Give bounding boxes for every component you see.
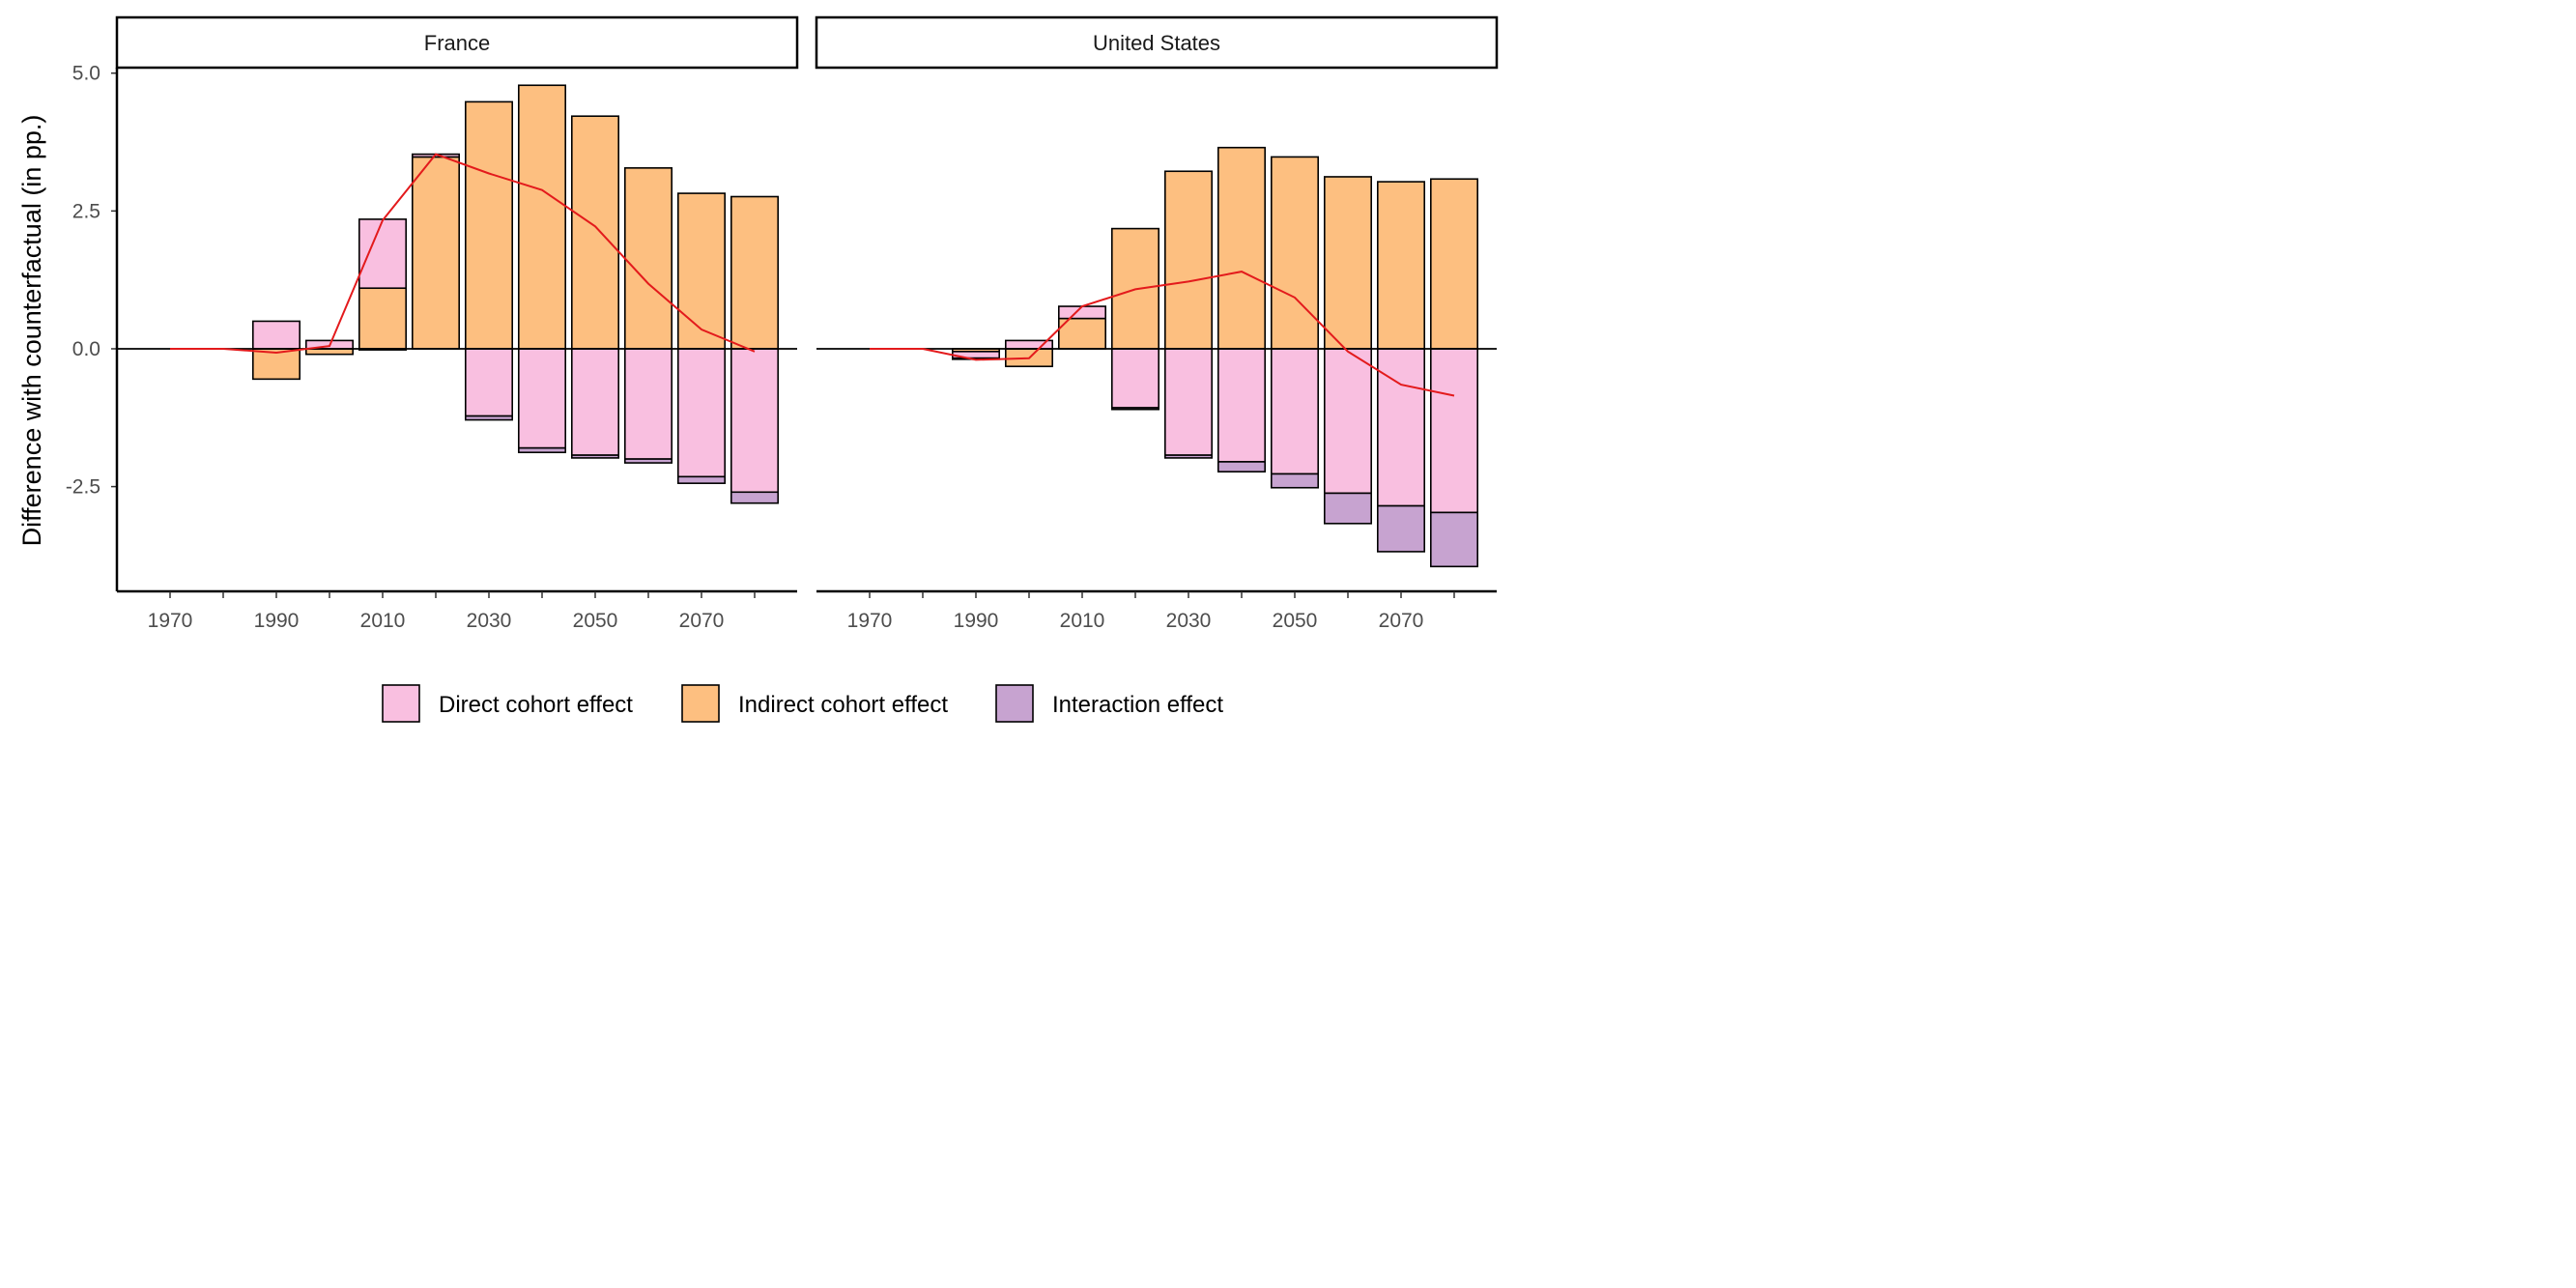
- x-tick-label: 2030: [467, 610, 512, 632]
- bar-interaction-2070: [1377, 504, 1426, 553]
- bar-indirect-2040: [1217, 146, 1267, 350]
- bar-indirect-2070: [1377, 181, 1426, 350]
- x-tick-label: 2070: [1379, 610, 1424, 632]
- bar-indirect-2030: [1164, 170, 1214, 350]
- strip-label-united-states: United States: [1093, 31, 1220, 55]
- bar-interaction-2060: [623, 458, 673, 464]
- bar-indirect-2060: [623, 167, 673, 350]
- bar-interaction-2080: [1430, 511, 1479, 568]
- bar-interaction-2080: [730, 491, 779, 504]
- bar-direct-2080: [1430, 348, 1479, 514]
- legend-swatch-interaction: [995, 684, 1034, 723]
- bar-direct-2070: [1377, 348, 1426, 507]
- bar-indirect-2050: [1271, 156, 1320, 350]
- legend-swatch-indirect: [681, 684, 720, 723]
- bar-direct-1990: [251, 320, 301, 350]
- x-tick-label: 2070: [679, 610, 725, 632]
- bar-direct-2020: [1111, 348, 1160, 409]
- bar-indirect-2040: [517, 84, 566, 350]
- legend-label-direct: Direct cohort effect: [439, 692, 633, 718]
- x-tick-label: 1990: [254, 610, 300, 632]
- y-tick-label: 5.0: [72, 63, 100, 85]
- bar-interaction-2060: [1324, 492, 1373, 525]
- x-tick-label: 1970: [148, 610, 193, 632]
- x-tick-label: 2010: [1060, 610, 1105, 632]
- bar-indirect-2080: [1430, 178, 1479, 350]
- bar-direct-2060: [623, 348, 673, 460]
- bar-direct-2060: [1324, 348, 1373, 495]
- bar-direct-2080: [730, 348, 779, 494]
- y-tick-label: 0.0: [72, 338, 100, 360]
- x-tick-label: 1970: [847, 610, 893, 632]
- bar-interaction-2070: [676, 475, 726, 484]
- legend-label-indirect: Indirect cohort effect: [738, 692, 948, 718]
- x-tick-label: 2030: [1166, 610, 1212, 632]
- y-axis-label: Difference with counterfactual (in pp.): [17, 115, 46, 547]
- net-effect-line: [870, 271, 1455, 397]
- bar-interaction-2040: [517, 446, 566, 454]
- bar-direct-2030: [464, 348, 513, 417]
- panel-france: France 1970 1990 2010 2030 2050 2070: [115, 15, 799, 632]
- bar-direct-2050: [1271, 348, 1320, 475]
- bar-direct-2040: [517, 348, 566, 449]
- strip-box-united-states: [815, 15, 1499, 70]
- y-axis: 5.0 2.5 0.0 -2.5: [66, 63, 117, 499]
- bar-direct-2010: [358, 218, 407, 290]
- strip-label-france: France: [424, 31, 490, 55]
- y-tick-label: 2.5: [72, 200, 100, 222]
- bar-indirect-2050: [570, 115, 619, 350]
- bar-indirect-2030: [464, 100, 513, 350]
- bar-direct-2050: [570, 348, 619, 456]
- bar-indirect-2060: [1324, 176, 1373, 350]
- x-tick-label: 1990: [954, 610, 999, 632]
- bar-indirect-2010: [1058, 317, 1107, 350]
- panel-united-states: United States 1970 1990 2010 2030 2050 2070: [815, 15, 1499, 632]
- x-tick-label: 2050: [1273, 610, 1318, 632]
- bar-indirect-2070: [676, 192, 726, 350]
- x-tick-label: 2010: [360, 610, 406, 632]
- bar-direct-2010: [1058, 305, 1107, 320]
- bar-interaction-2030: [464, 415, 513, 421]
- bar-interaction-2050: [1271, 472, 1320, 489]
- bar-direct-2030: [1164, 348, 1214, 456]
- x-tick-label: 2050: [573, 610, 618, 632]
- legend-label-interaction: Interaction effect: [1052, 692, 1223, 718]
- bar-direct-2040: [1217, 348, 1267, 463]
- bar-direct-2070: [676, 348, 726, 478]
- bar-indirect-1990: [251, 348, 301, 381]
- bar-interaction-2030: [1164, 454, 1214, 459]
- bar-interaction-2040: [1217, 461, 1267, 472]
- net-effect-line: [170, 153, 756, 355]
- strip-box-france: [115, 15, 799, 70]
- legend: Direct cohort effect Indirect cohort effe…: [382, 684, 1223, 723]
- bar-indirect-2010: [358, 287, 407, 350]
- bar-interaction-2020: [1111, 407, 1160, 411]
- bar-interaction-2050: [570, 454, 619, 459]
- chart: Difference with counterfactual (in pp.) …: [0, 0, 1515, 741]
- legend-swatch-direct: [382, 684, 420, 723]
- y-tick-label: -2.5: [66, 476, 100, 499]
- bar-indirect-2080: [730, 195, 779, 350]
- bar-indirect-2020: [411, 156, 460, 350]
